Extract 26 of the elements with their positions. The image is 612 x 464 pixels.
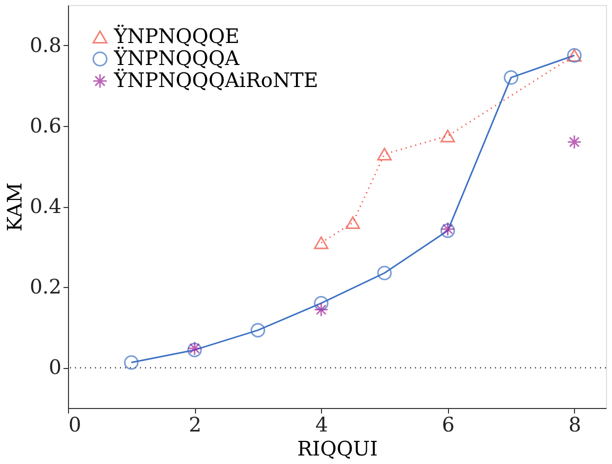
point [504, 70, 518, 85]
x-tick-label: 8 [568, 412, 582, 436]
point [377, 266, 392, 280]
point [250, 322, 266, 338]
x-tick-label: 4 [315, 412, 328, 436]
point [377, 148, 392, 161]
y-tick-label: 0.2 [30, 274, 62, 299]
x-tick-label: 0 [68, 412, 82, 436]
point [314, 236, 328, 250]
x-tick-label: 6 [442, 412, 455, 436]
legend-label: ŸNPNQQQAiRoNTE [113, 68, 318, 92]
point [314, 296, 328, 310]
point [567, 134, 582, 150]
point [346, 216, 360, 230]
y-tick-label: 0.6 [30, 113, 62, 138]
point [124, 355, 139, 370]
y-axis-title: KAM [2, 182, 27, 232]
x-tick-label: 2 [188, 412, 202, 436]
y-tick-label: 0 [48, 355, 62, 380]
point [314, 302, 328, 317]
legend-label: ŸNPNQQQE [113, 24, 240, 48]
y-tick-label: 0.8 [30, 32, 62, 57]
y-tick-label: 0.4 [30, 194, 62, 218]
point [440, 130, 456, 142]
x-axis-title: RIQQUI [297, 436, 378, 460]
legend-label: ŸNPNQQQA [113, 46, 240, 70]
